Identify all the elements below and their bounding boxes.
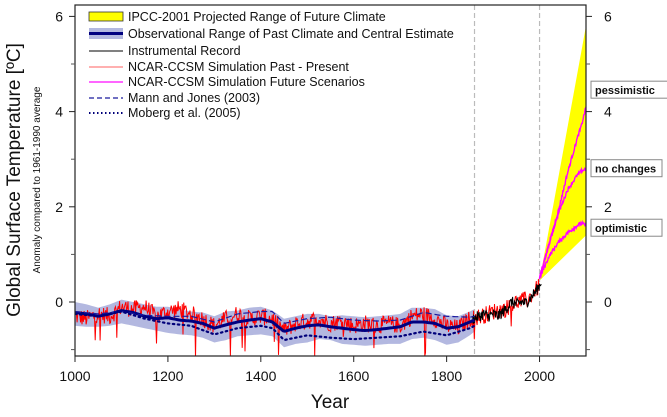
annotation-box-optimistic [590, 218, 663, 237]
x-tick-label: 1600 [338, 368, 369, 384]
legend-label-instrumental: Instrumental Record [128, 44, 241, 58]
x-axis-title: Year [311, 392, 350, 413]
scenario-annotations: pessimistic no changes optimistic [590, 80, 667, 237]
ipcc-projected-range [539, 25, 586, 281]
legend: IPCC-2001 Projected Range of Future Clim… [88, 10, 454, 120]
x-tick-label: 1200 [152, 368, 183, 384]
x-tick-label: 1800 [431, 368, 462, 384]
moberg-line [75, 310, 476, 342]
annotation-optimistic: optimistic [595, 223, 647, 235]
plot-series [75, 5, 586, 356]
legend-label-ncar-past: NCAR-CCSM Simulation Past - Present [128, 60, 349, 74]
x-tick-label: 2000 [524, 368, 555, 384]
y-axis-title: Global Surface Temperature [ºC] [4, 43, 25, 317]
legend-swatch-ipcc [88, 11, 124, 22]
annotation-pessimistic: pessimistic [595, 85, 655, 97]
x-tick-label: 1000 [59, 368, 90, 384]
y-tick-label-left: 4 [55, 104, 63, 120]
axes: 1000 1200 1400 1600 1800 2000 0 0 2 2 4 4 6 6 [55, 4, 612, 384]
ncar-future-optimistic-line [538, 219, 586, 279]
annotation-no-changes: no changes [595, 164, 656, 176]
y-tick-label-left: 0 [55, 294, 63, 310]
annotation-box-pessimistic [590, 80, 667, 99]
legend-label-mann: Mann and Jones (2003) [128, 91, 260, 105]
annotation-box-no-changes [590, 159, 663, 178]
y-tick-label-right: 6 [604, 8, 612, 24]
x-tick-label: 1400 [245, 368, 276, 384]
y-axis-subtitle: Anomaly compared to 1961-1990 average [32, 86, 43, 273]
y-tick-label-left: 2 [55, 199, 63, 215]
mann-jones-line [75, 310, 475, 324]
plot-area [75, 5, 586, 356]
legend-label-moberg: Moberg et al. (2005) [128, 106, 241, 120]
ncar-future-no-changes-line [538, 166, 586, 280]
y-tick-label-right: 0 [604, 294, 612, 310]
legend-label-observational: Observational Range of Past Climate and … [128, 27, 454, 41]
instrumental-record-line [472, 283, 542, 325]
y-tick-label-right: 4 [604, 104, 612, 120]
y-tick-label-right: 2 [604, 199, 612, 215]
y-tick-label-left: 6 [55, 8, 63, 24]
legend-label-ncar-future: NCAR-CCSM Simulation Future Scenarios [128, 75, 365, 89]
plot-frame [74, 4, 587, 357]
legend-label-ipcc: IPCC-2001 Projected Range of Future Clim… [128, 10, 386, 24]
